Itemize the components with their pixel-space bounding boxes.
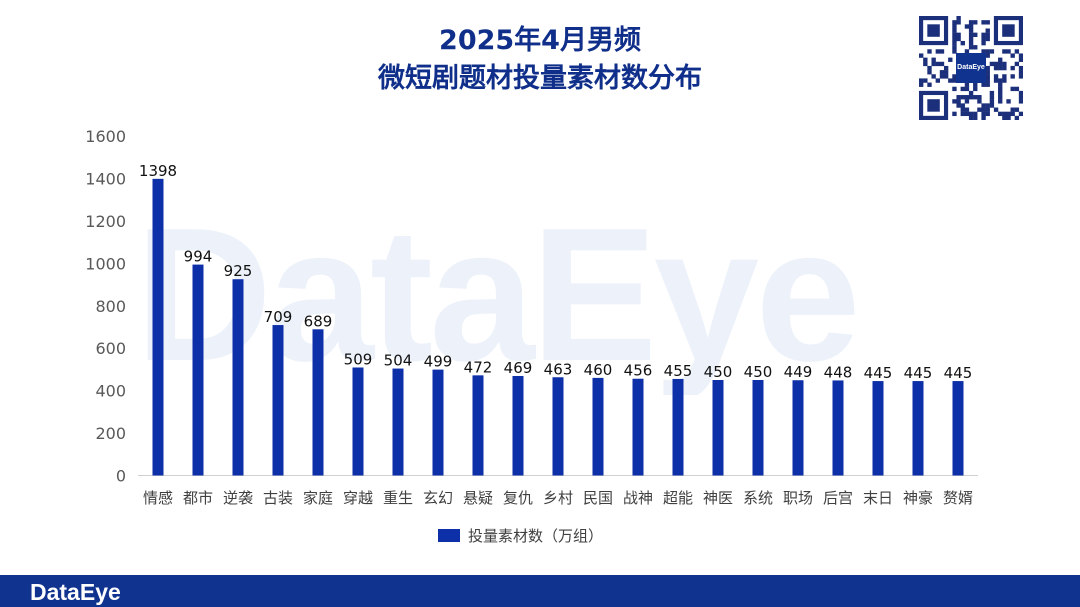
x-tick-label: 家庭 [303, 489, 333, 507]
x-tick-label: 赘婿 [943, 489, 973, 507]
data-label: 449 [784, 363, 813, 381]
x-tick-label: 古装 [263, 489, 293, 507]
x-tick-label: 超能 [663, 489, 693, 507]
chart-title: 2025年4月男频 微短剧题材投量素材数分布 [240, 22, 840, 98]
x-tick-label: 复仇 [503, 489, 533, 507]
data-label: 709 [264, 308, 293, 326]
bar [592, 377, 604, 476]
bar [552, 377, 564, 476]
data-label: 463 [544, 360, 573, 378]
y-tick-label: 1600 [85, 127, 126, 146]
x-tick-label: 战神 [623, 489, 653, 507]
data-label: 469 [504, 359, 533, 377]
bar [672, 378, 684, 476]
data-label: 450 [744, 363, 773, 381]
data-label: 445 [904, 364, 933, 382]
data-label: 456 [624, 362, 653, 380]
data-label: 509 [344, 350, 373, 368]
title-line-1: 2025年4月男频 [439, 25, 641, 56]
legend-label: 投量素材数（万组） [468, 527, 603, 545]
y-tick-label: 1400 [85, 169, 126, 188]
qr-logo: DataEye [956, 53, 986, 83]
title-line-2: 微短剧题材投量素材数分布 [378, 63, 702, 94]
x-tick-label: 玄幻 [423, 489, 453, 507]
bar [192, 264, 204, 476]
bar [712, 380, 724, 476]
qr-code: DataEye [919, 16, 1023, 120]
bar [952, 381, 964, 476]
bar [432, 369, 444, 476]
x-tick-label: 后宫 [823, 489, 853, 507]
y-tick-label: 1000 [85, 254, 126, 273]
bar [472, 375, 484, 476]
bar [512, 375, 524, 476]
bar [632, 378, 644, 476]
y-tick-label: 0 [116, 467, 126, 486]
x-tick-label: 乡村 [543, 489, 573, 507]
watermark: DataEye [135, 195, 861, 395]
data-label: 994 [184, 248, 213, 266]
x-tick-label: 神医 [703, 489, 733, 507]
x-tick-label: 民国 [583, 489, 613, 507]
data-label: 689 [304, 312, 333, 330]
bar [232, 279, 244, 476]
y-tick-label: 200 [95, 424, 126, 443]
bar [752, 380, 764, 476]
x-tick-label: 重生 [383, 489, 413, 507]
x-tick-label: 都市 [183, 489, 213, 507]
x-tick-label: 神豪 [903, 489, 933, 507]
data-label: 1398 [139, 162, 177, 180]
data-label: 472 [464, 358, 493, 376]
footer-logo: DataEye [30, 579, 121, 605]
data-label: 445 [944, 364, 973, 382]
x-tick-label: 情感 [143, 489, 173, 507]
bar [272, 325, 284, 476]
data-label: 925 [224, 262, 253, 280]
bar [912, 381, 924, 476]
x-tick-label: 系统 [743, 489, 773, 507]
bar [312, 329, 324, 476]
data-label: 450 [704, 363, 733, 381]
data-label: 499 [424, 353, 453, 371]
data-label: 455 [664, 362, 693, 380]
data-label: 448 [824, 363, 853, 381]
data-label: 460 [584, 361, 613, 379]
bar [152, 178, 164, 476]
footer-bar: DataEye [0, 575, 1080, 607]
x-tick-label: 末日 [863, 489, 893, 507]
data-label: 445 [864, 364, 893, 382]
bar [352, 367, 364, 476]
x-tick-label: 职场 [783, 489, 813, 507]
x-tick-label: 穿越 [343, 489, 373, 507]
bar-chart: 0 200 400 600 800 1000 1200 1400 1600 1398 情感 994 都市… [85, 127, 978, 545]
y-tick-label: 1200 [85, 212, 126, 231]
legend-swatch [438, 529, 460, 542]
bar [792, 380, 804, 476]
bar [392, 368, 404, 476]
x-tick-label: 逆袭 [223, 489, 253, 507]
bar [872, 381, 884, 476]
data-label: 504 [384, 352, 413, 370]
y-tick-label: 400 [95, 382, 126, 401]
y-tick-label: 600 [95, 339, 126, 358]
bar [832, 380, 844, 476]
x-tick-label: 悬疑 [463, 489, 493, 507]
y-tick-label: 800 [95, 297, 126, 316]
